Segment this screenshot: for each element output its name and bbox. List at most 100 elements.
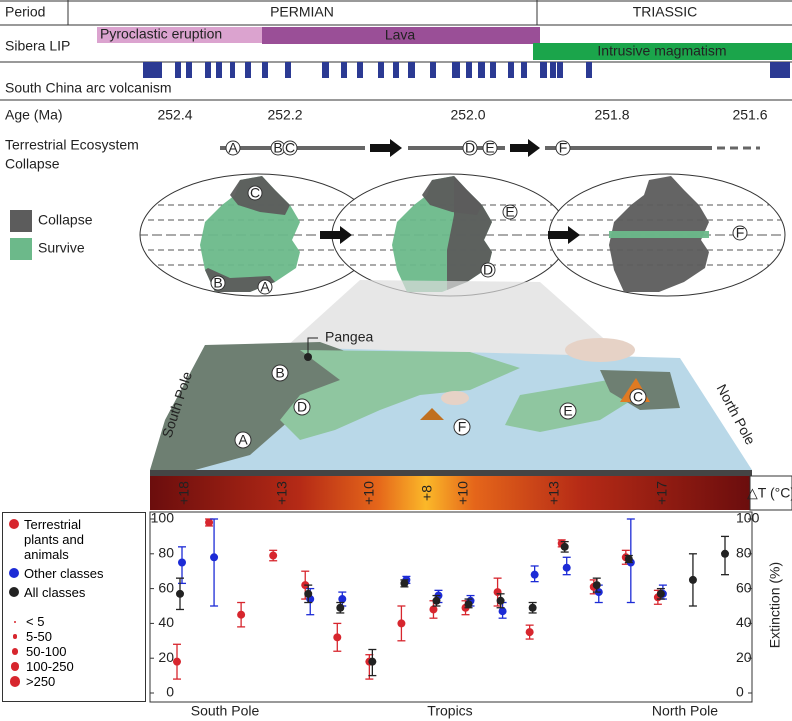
temp-title-box	[749, 475, 792, 511]
site-letter: C	[250, 185, 260, 201]
site-marker	[282, 140, 298, 156]
point	[560, 542, 569, 551]
legend-collapse	[10, 210, 32, 232]
arc-volcanism-bar	[143, 62, 162, 78]
lip-phase: Intrusive magmatism	[597, 43, 726, 59]
point	[530, 570, 539, 579]
landmass	[609, 231, 709, 238]
temp-label: +10	[455, 481, 471, 505]
spacer	[9, 604, 141, 614]
y2-tick-label: 80	[736, 545, 752, 561]
size-swatch-wrap	[9, 662, 21, 671]
legend-survive	[10, 238, 32, 260]
arc-volcanism-bar	[175, 62, 181, 78]
arc-volcanism-bar	[285, 62, 291, 78]
size-label: < 5	[26, 614, 45, 629]
site-letter: D	[465, 140, 475, 156]
site-letter: B	[275, 365, 284, 381]
temp-label: +8	[419, 485, 435, 501]
temp-label: +17	[654, 481, 670, 505]
site-letter: A	[238, 432, 248, 448]
arc-volcanism-bar	[550, 62, 556, 78]
arc-volcanism-bar	[557, 62, 563, 78]
arrow	[548, 226, 580, 244]
size-swatch	[12, 634, 18, 639]
site-letter: D	[297, 399, 307, 415]
arc-label: South China arc volcanism	[5, 80, 172, 96]
size-legend-item: < 5	[9, 614, 141, 629]
landmass	[422, 176, 482, 215]
x-label: South Pole	[191, 703, 260, 719]
temp-label: +13	[274, 481, 290, 505]
land-gray	[150, 342, 370, 470]
volcano	[420, 408, 444, 420]
lip-lava	[262, 27, 540, 44]
age-tick: 252.2	[267, 107, 302, 123]
age-tick: 252.4	[157, 107, 192, 123]
size-legend-item: 50-100	[9, 644, 141, 659]
point	[464, 600, 473, 609]
lip-phase: Lava	[385, 27, 416, 43]
arc-volcanism-bar	[490, 62, 496, 78]
point	[562, 563, 571, 572]
arc-volcanism-bar	[586, 62, 592, 78]
legend-label: All classes	[24, 585, 86, 600]
site-marker	[559, 402, 577, 420]
point	[496, 596, 505, 605]
site-marker	[480, 262, 496, 278]
arc-volcanism-bar	[378, 62, 384, 78]
site-letter: B	[273, 140, 282, 156]
size-swatch-wrap	[9, 620, 21, 623]
size-legend-item: >250	[9, 674, 141, 689]
arc-volcanism-bar	[521, 62, 527, 78]
arc-volcanism-bar	[540, 62, 547, 78]
point	[304, 589, 313, 598]
site-marker	[271, 364, 289, 382]
point	[721, 549, 729, 558]
pangea-pointer	[307, 337, 318, 353]
legend-label: Other classes	[24, 566, 104, 581]
y-tick-label: 40	[158, 614, 174, 630]
y2-tick-label: 20	[736, 649, 752, 665]
point	[173, 657, 181, 666]
arrow	[510, 139, 540, 157]
point	[397, 619, 406, 628]
site-letter: E	[505, 204, 514, 220]
size-label: 5-50	[26, 629, 53, 644]
arc-volcanism-bar	[262, 62, 268, 78]
y2-tick-label: 40	[736, 614, 752, 630]
point	[210, 553, 219, 562]
size-swatch	[9, 676, 21, 687]
site-letter: A	[260, 279, 270, 295]
legend-label: Survive	[38, 240, 85, 256]
size-swatch	[11, 648, 19, 655]
arc-volcanism-bar	[430, 62, 436, 78]
site-marker	[482, 140, 498, 156]
period-label: Period	[5, 4, 45, 20]
size-swatch	[14, 620, 16, 623]
arc-volcanism-bar	[478, 62, 485, 78]
site-letter: F	[736, 225, 745, 241]
size-swatch-wrap	[9, 676, 21, 687]
site-marker	[629, 388, 647, 406]
site-marker	[453, 418, 471, 436]
age-tick: 251.6	[732, 107, 767, 123]
site-letter: E	[485, 140, 494, 156]
site-marker	[555, 140, 571, 156]
size-swatch-wrap	[9, 634, 21, 639]
legend-swatch	[9, 519, 19, 529]
lip-intrusive	[533, 43, 792, 60]
lip-label: Sibera LIP	[5, 38, 70, 54]
point	[400, 579, 409, 588]
arc-volcanism-bar	[508, 62, 514, 78]
temp-label: +18	[176, 481, 192, 505]
site-marker	[225, 140, 241, 156]
arc-volcanism-bar	[322, 62, 329, 78]
temp-title: △T (°C)	[747, 485, 792, 501]
temp-bar	[150, 476, 750, 510]
collapse-label: Collapse	[5, 156, 60, 172]
site-marker	[502, 204, 518, 220]
globe-content	[549, 176, 785, 292]
